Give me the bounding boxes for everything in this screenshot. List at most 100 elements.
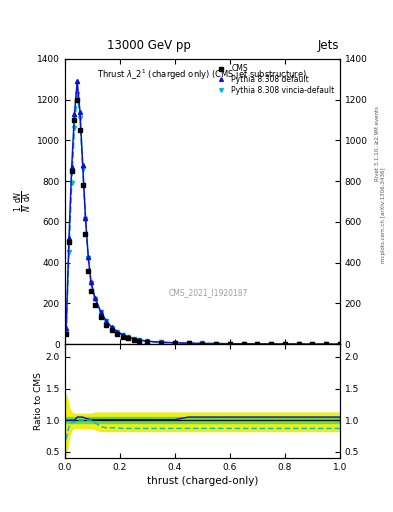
CMS (200, 340, 205, 347)
Pythia 8.308 vincia-default (115, 329, 119, 335)
Text: Thrust $\lambda\_2^1$ (charged only) (CMS jet substructure): Thrust $\lambda\_2^1$ (charged only) (CM… (97, 68, 307, 82)
CMS (104, 322, 108, 328)
Text: 13000 GeV pp: 13000 GeV pp (107, 38, 191, 52)
CMS (310, 341, 315, 347)
Pythia 8.308 vincia-default (126, 334, 130, 340)
Pythia 8.308 vincia-default (145, 338, 150, 345)
Pythia 8.308 default (98, 308, 103, 314)
Pythia 8.308 default (81, 162, 85, 168)
Pythia 8.308 vincia-default (104, 318, 108, 325)
Pythia 8.308 default (109, 324, 114, 330)
Text: Jets: Jets (317, 38, 339, 52)
Pythia 8.308 vincia-default (109, 325, 114, 331)
CMS (296, 341, 301, 347)
Pythia 8.308 vincia-default (93, 296, 97, 303)
Pythia 8.308 default (186, 340, 191, 346)
Pythia 8.308 vincia-default (255, 341, 260, 347)
Pythia 8.308 default (310, 341, 315, 347)
CMS (269, 341, 274, 347)
Pythia 8.308 default (120, 332, 125, 338)
Text: mcplots.cern.ch [arXiv:1306.3436]: mcplots.cern.ch [arXiv:1306.3436] (381, 167, 386, 263)
CMS (86, 268, 90, 274)
CMS (69, 168, 74, 174)
CMS (81, 182, 85, 188)
Pythia 8.308 vincia-default (72, 125, 77, 131)
Pythia 8.308 default (200, 340, 205, 347)
Pythia 8.308 vincia-default (86, 254, 90, 261)
Legend: CMS, Pythia 8.308 default, Pythia 8.308 vincia-default: CMS, Pythia 8.308 default, Pythia 8.308 … (213, 62, 336, 97)
Pythia 8.308 vincia-default (283, 341, 287, 347)
Pythia 8.308 default (145, 338, 150, 345)
Pythia 8.308 default (214, 340, 219, 347)
CMS (115, 331, 119, 337)
Pythia 8.308 default (64, 325, 69, 331)
Pythia 8.308 default (338, 341, 342, 347)
CMS (93, 303, 97, 309)
CMS (72, 117, 77, 123)
Pythia 8.308 vincia-default (338, 341, 342, 347)
Pythia 8.308 vincia-default (324, 341, 329, 347)
Pythia 8.308 vincia-default (66, 249, 72, 255)
CMS (324, 341, 329, 347)
CMS (159, 339, 163, 346)
Pythia 8.308 default (126, 334, 130, 340)
CMS (145, 339, 150, 345)
CMS (89, 288, 94, 294)
Pythia 8.308 default (83, 215, 88, 221)
Pythia 8.308 default (72, 111, 77, 117)
CMS (126, 335, 130, 342)
CMS (83, 231, 88, 237)
CMS (173, 340, 177, 346)
Y-axis label: $\frac{1}{N}\,\frac{\mathrm{d}N}{\mathrm{d}\lambda}$: $\frac{1}{N}\,\frac{\mathrm{d}N}{\mathrm… (13, 190, 34, 212)
Pythia 8.308 default (137, 337, 141, 343)
Pythia 8.308 default (115, 328, 119, 334)
Pythia 8.308 default (75, 78, 80, 84)
Pythia 8.308 default (228, 340, 232, 347)
Pythia 8.308 vincia-default (64, 329, 69, 335)
CMS (186, 340, 191, 347)
Pythia 8.308 vincia-default (83, 216, 88, 222)
CMS (241, 341, 246, 347)
Pythia 8.308 default (241, 340, 246, 347)
Pythia 8.308 vincia-default (131, 336, 136, 342)
Pythia 8.308 vincia-default (137, 337, 141, 343)
Text: CMS_2021_I1920187: CMS_2021_I1920187 (168, 288, 248, 297)
Pythia 8.308 default (173, 340, 177, 346)
CMS (120, 333, 125, 339)
Pythia 8.308 vincia-default (159, 339, 163, 346)
Pythia 8.308 vincia-default (69, 180, 74, 186)
Pythia 8.308 default (69, 164, 74, 170)
Pythia 8.308 default (89, 279, 94, 285)
Pythia 8.308 default (78, 109, 83, 115)
CMS (98, 313, 103, 319)
Pythia 8.308 vincia-default (98, 309, 103, 315)
Line: Pythia 8.308 default: Pythia 8.308 default (64, 79, 342, 346)
Pythia 8.308 default (104, 317, 108, 324)
Pythia 8.308 default (93, 295, 97, 302)
CMS (109, 327, 114, 333)
Pythia 8.308 vincia-default (186, 340, 191, 346)
Text: Rivet 3.1.10, ≥2.9M events: Rivet 3.1.10, ≥2.9M events (375, 106, 380, 181)
Pythia 8.308 vincia-default (241, 341, 246, 347)
CMS (66, 239, 72, 245)
Pythia 8.308 vincia-default (214, 340, 219, 347)
CMS (228, 341, 232, 347)
CMS (255, 341, 260, 347)
Pythia 8.308 vincia-default (78, 115, 83, 121)
Line: Pythia 8.308 vincia-default: Pythia 8.308 vincia-default (64, 92, 342, 346)
X-axis label: thrust (charged-only): thrust (charged-only) (147, 476, 258, 486)
CMS (131, 337, 136, 343)
Pythia 8.308 default (283, 341, 287, 347)
Pythia 8.308 vincia-default (81, 166, 85, 172)
CMS (214, 340, 219, 347)
Pythia 8.308 default (86, 253, 90, 260)
Line: CMS: CMS (64, 98, 342, 346)
CMS (283, 341, 287, 347)
Pythia 8.308 default (324, 341, 329, 347)
Pythia 8.308 default (66, 235, 72, 241)
Pythia 8.308 vincia-default (120, 332, 125, 338)
CMS (137, 338, 141, 344)
CMS (75, 97, 80, 103)
Pythia 8.308 vincia-default (200, 340, 205, 347)
Pythia 8.308 vincia-default (296, 341, 301, 347)
